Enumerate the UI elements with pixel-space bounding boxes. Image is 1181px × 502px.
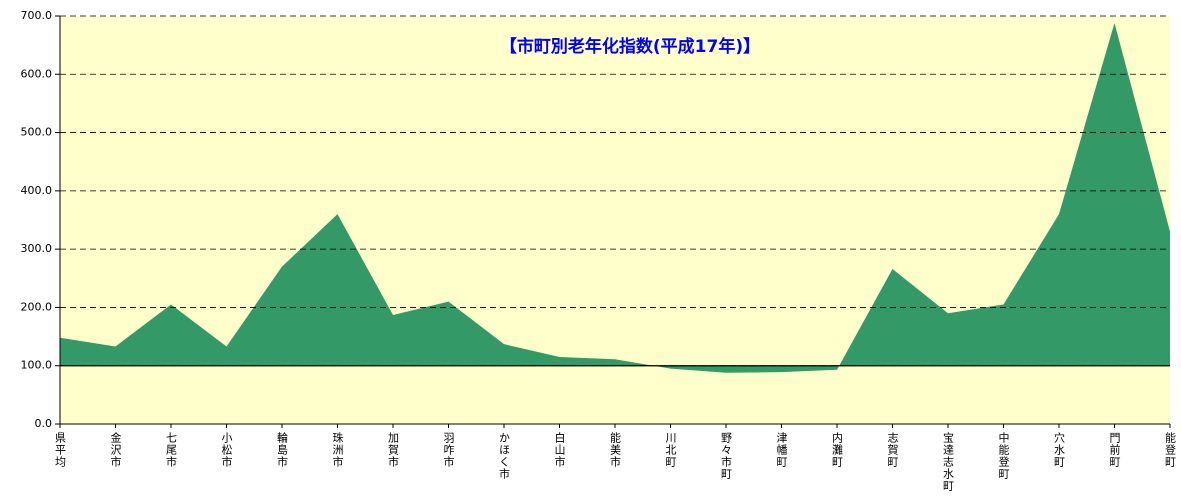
x-tick-label: 川北町: [664, 432, 677, 468]
x-tick-label: 門前町: [1108, 432, 1121, 468]
x-tick-label: 羽咋市: [442, 432, 455, 468]
area: [60, 22, 1170, 373]
x-tick-label: 津幡町: [775, 432, 788, 468]
x-tick-label: 内灘町: [831, 431, 844, 468]
y-tick-label: 600.0: [21, 67, 53, 80]
x-tick-label: 加賀市: [387, 432, 400, 468]
x-tick-label: 七尾市: [165, 432, 178, 468]
y-tick-label: 200.0: [21, 300, 53, 313]
y-tick-label: 0.0: [35, 417, 53, 430]
x-tick-label: 能美市: [609, 431, 622, 468]
x-tick-label: 宝達志水町: [942, 431, 955, 492]
y-tick-label: 400.0: [21, 184, 53, 197]
x-tick-label: かほく市: [498, 432, 511, 480]
x-tick-label: 能登町: [1164, 431, 1177, 468]
x-tick-label: 金沢市: [109, 431, 122, 468]
x-tick-label: 輪島市: [276, 431, 289, 468]
x-tick-label: 穴水町: [1053, 431, 1066, 468]
x-tick-label: 珠洲市: [331, 431, 344, 468]
y-tick-label: 500.0: [21, 126, 53, 139]
y-tick-label: 300.0: [21, 242, 53, 255]
chart-title: 【市町別老年化指数(平成17年)】: [500, 36, 760, 57]
x-tick-label: 白山市: [553, 431, 566, 468]
x-tick-label: 中能登町: [997, 432, 1010, 480]
x-tick-label: 県平均: [54, 432, 67, 468]
y-tick-label: 100.0: [21, 359, 53, 372]
x-tick-label: 野々市町: [720, 432, 733, 480]
x-tick-label: 小松市: [220, 432, 233, 468]
y-tick-label: 700.0: [21, 9, 53, 22]
x-tick-label: 志賀町: [886, 432, 899, 468]
